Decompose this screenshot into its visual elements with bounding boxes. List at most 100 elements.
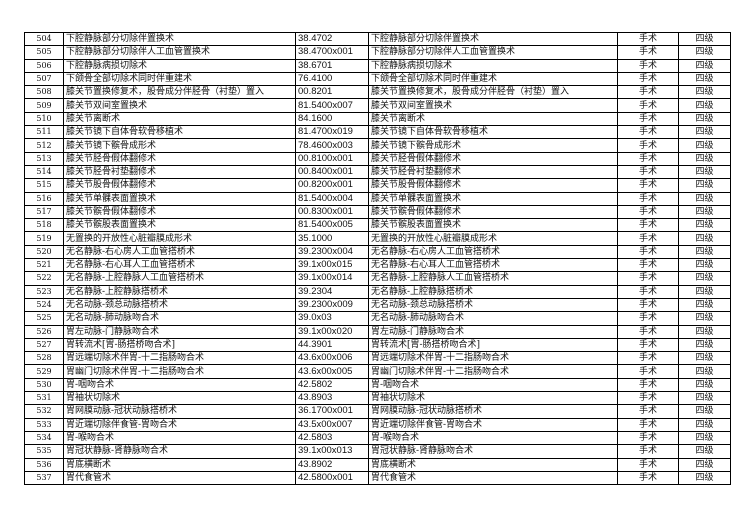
row-number: 523 (24, 284, 64, 299)
procedure-type: 手术 (617, 164, 679, 180)
procedure-name: 胃袖状切除术 (63, 391, 296, 406)
procedure-type: 手术 (617, 430, 679, 446)
procedure-name-standard: 下腔静脉部分切除伴置换术 (368, 31, 618, 47)
procedure-name: 膝关节双间室置换术 (63, 98, 296, 113)
procedure-name: 膝关节股骨假体翻修术 (63, 178, 296, 193)
procedure-code: 76.4100 (295, 71, 369, 87)
procedure-name-standard: 膝关节镜下自体骨软骨移植术 (368, 125, 618, 140)
row-number: 512 (24, 138, 64, 153)
procedure-level: 四级 (678, 218, 731, 233)
procedure-name: 胃网膜动脉-冠状动脉搭桥术 (63, 404, 296, 419)
procedure-type: 手术 (617, 297, 679, 313)
procedure-type: 手术 (617, 258, 679, 273)
procedure-name-standard: 胃-咽吻合术 (368, 377, 618, 393)
row-number: 511 (24, 125, 64, 140)
procedure-name-standard: 下腔静脉病损切除术 (368, 58, 618, 73)
procedure-level: 四级 (678, 457, 731, 472)
procedure-type: 手术 (617, 111, 679, 127)
procedure-name-standard: 胃代食管术 (368, 470, 618, 486)
table-row: 537 胃代食管术 42.5800x001 胃代食管术 手术 四级 (24, 470, 731, 486)
procedure-type: 手术 (617, 58, 679, 73)
procedure-name: 胃冠状静脉-肾静脉吻合术 (63, 444, 296, 459)
procedure-name: 膝关节镜下髌骨成形术 (63, 138, 296, 153)
procedure-level: 四级 (678, 178, 731, 193)
procedure-code: 43.6x00x005 (295, 364, 369, 379)
procedure-type: 手术 (617, 231, 679, 246)
procedure-code: 39.1x00x020 (295, 324, 369, 339)
procedure-name-standard: 无名静脉-右心房人工血管搭桥术 (368, 244, 618, 260)
procedure-name-standard: 膝关节髌股表面置换术 (368, 218, 618, 233)
procedure-type: 手术 (617, 404, 679, 419)
table-row: 526 胃左动脉-门静脉吻合术 39.1x00x020 胃左动脉-门静脉吻合术 手术 四级 (24, 324, 731, 339)
procedure-code: 00.8300x001 (295, 204, 369, 220)
procedure-type: 手术 (617, 98, 679, 113)
procedure-code: 84.1600 (295, 111, 369, 127)
procedure-level: 四级 (678, 311, 731, 326)
procedure-type: 手术 (617, 351, 679, 366)
procedure-name-standard: 无名静脉-右心耳人工血管搭桥术 (368, 258, 618, 273)
table-row: 504 下腔静脉部分切除伴置换术 38.4702 下腔静脉部分切除伴置换术 手术 四级 (24, 31, 731, 47)
table-row: 530 胃-咽吻合术 42.5802 胃-咽吻合术 手术 四级 (24, 377, 731, 393)
procedure-name-standard: 胃袖状切除术 (368, 391, 618, 406)
procedure-code: 38.6701 (295, 58, 369, 73)
table-row: 508 膝关节置换修复术，股骨成分伴胫骨（衬垫）置入 00.8201 膝关节置换修复术… (24, 85, 731, 100)
procedure-type: 手术 (617, 45, 679, 60)
table-row: 507 下颌骨全部切除术同时伴重建术 76.4100 下颌骨全部切除术同时伴重建术 手术… (24, 71, 731, 87)
procedure-level: 四级 (678, 111, 731, 127)
row-number: 528 (24, 351, 64, 366)
procedure-name-standard: 膝关节股骨假体翻修术 (368, 178, 618, 193)
row-number: 521 (24, 258, 64, 273)
row-number: 535 (24, 444, 64, 459)
procedure-code: 43.6x00x006 (295, 351, 369, 366)
row-number: 522 (24, 271, 64, 286)
procedure-name-standard: 无名动脉-肺动脉吻合术 (368, 311, 618, 326)
procedure-name: 膝关节髌股表面置换术 (63, 218, 296, 233)
table-row: 521 无名静脉-右心耳人工血管搭桥术 39.1x00x015 无名静脉-右心耳人工血… (24, 258, 731, 273)
procedure-name-standard: 胃-喉吻合术 (368, 430, 618, 446)
row-number: 537 (24, 470, 64, 486)
procedure-type: 手术 (617, 284, 679, 299)
procedure-name: 无名动脉-肺动脉吻合术 (63, 311, 296, 326)
row-number: 509 (24, 98, 64, 113)
row-number: 533 (24, 417, 64, 432)
procedure-code: 81.5400x007 (295, 98, 369, 113)
procedure-code: 42.5800x001 (295, 470, 369, 486)
table-row: 517 膝关节髌骨假体翻修术 00.8300x001 膝关节髌骨假体翻修术 手术 四级 (24, 204, 731, 220)
procedure-code: 81.5400x004 (295, 191, 369, 206)
procedure-code: 39.2304 (295, 284, 369, 299)
procedure-level: 四级 (678, 337, 731, 353)
procedure-type: 手术 (617, 444, 679, 459)
procedure-code: 39.1x00x015 (295, 258, 369, 273)
procedure-type: 手术 (617, 71, 679, 87)
row-number: 527 (24, 337, 64, 353)
procedure-name-standard: 胃转流术[胃-肠搭桥吻合术] (368, 337, 618, 353)
table-row: 535 胃冠状静脉-肾静脉吻合术 39.1x00x013 胃冠状静脉-肾静脉吻合术 手术… (24, 444, 731, 459)
procedure-level: 四级 (678, 244, 731, 260)
table-row: 523 无名静脉-上腔静脉搭桥术 39.2304 无名静脉-上腔静脉搭桥术 手术 四级 (24, 284, 731, 299)
procedure-level: 四级 (678, 138, 731, 153)
procedure-name-standard: 胃冠状静脉-肾静脉吻合术 (368, 444, 618, 459)
procedure-name: 膝关节置换修复术，股骨成分伴胫骨（衬垫）置入 (63, 85, 296, 100)
row-number: 518 (24, 218, 64, 233)
row-number: 504 (24, 31, 64, 47)
table-row: 534 胃-喉吻合术 42.5803 胃-喉吻合术 手术 四级 (24, 430, 731, 446)
procedure-code: 35.1000 (295, 231, 369, 246)
procedure-code: 39.1x00x013 (295, 444, 369, 459)
table-row: 524 无名动脉-颈总动脉搭桥术 39.2300x009 无名动脉-颈总动脉搭桥术 手术… (24, 297, 731, 313)
procedure-name: 下腔静脉部分切除伴人工血管置换术 (63, 45, 296, 60)
procedure-name: 膝关节胫骨衬垫翻修术 (63, 164, 296, 180)
procedure-name-standard: 胃网膜动脉-冠状动脉搭桥术 (368, 404, 618, 419)
procedure-name: 胃转流术[胃-肠搭桥吻合术] (63, 337, 296, 353)
procedure-name: 胃近端切除伴食管-胃吻合术 (63, 417, 296, 432)
procedure-level: 四级 (678, 151, 731, 166)
procedure-type: 手术 (617, 324, 679, 339)
procedure-name-standard: 膝关节单髁表面置换术 (368, 191, 618, 206)
row-number: 516 (24, 191, 64, 206)
procedure-name-standard: 胃底横断术 (368, 457, 618, 472)
table-row: 505 下腔静脉部分切除伴人工血管置换术 38.4700x001 下腔静脉部分切除伴人… (24, 45, 731, 60)
procedure-code: 39.1x00x014 (295, 271, 369, 286)
row-number: 506 (24, 58, 64, 73)
procedure-code: 36.1700x001 (295, 404, 369, 419)
procedure-code: 43.8903 (295, 391, 369, 406)
procedure-name-standard: 胃幽门切除术伴胃-十二指肠吻合术 (368, 364, 618, 379)
